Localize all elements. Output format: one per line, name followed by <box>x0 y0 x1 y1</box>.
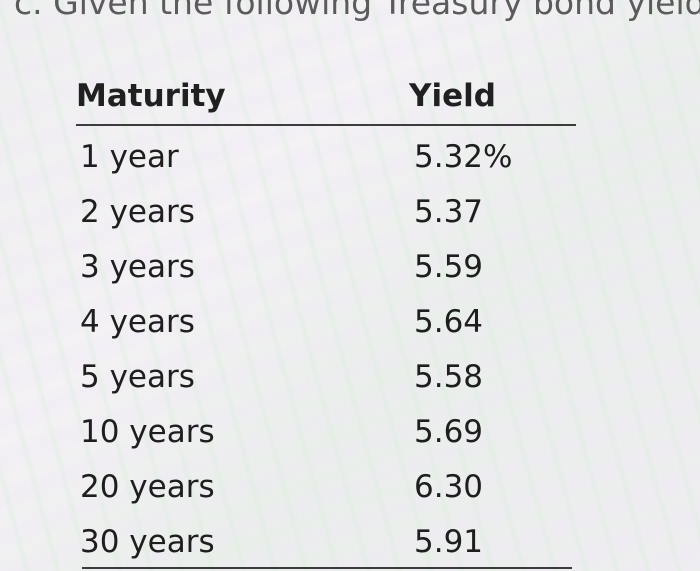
table-row: 3 years 5.59 <box>76 237 576 292</box>
table-row: 2 years 5.37 <box>76 182 576 237</box>
maturity-cell: 3 years <box>80 249 195 285</box>
yield-cell: 5.59 <box>414 249 484 285</box>
table-row: 1 year 5.32% <box>76 127 576 182</box>
yield-cell: 5.64 <box>414 304 484 340</box>
yield-cell: 6.30 <box>414 469 484 505</box>
table-row: 30 years 5.91 <box>76 512 576 567</box>
yield-cell: 5.37 <box>414 194 484 230</box>
table-body: 1 year 5.32% 2 years 5.37 3 years 5.59 4… <box>76 127 576 567</box>
maturity-cell: 5 years <box>80 359 195 395</box>
yield-table: Maturity Yield 1 year 5.32% 2 years 5.37… <box>76 70 576 569</box>
yield-cell: 5.91 <box>414 524 484 560</box>
table-row: 20 years 6.30 <box>76 457 576 512</box>
table-bottom-divider <box>82 567 572 569</box>
table-header: Maturity Yield <box>76 70 576 124</box>
maturity-cell: 2 years <box>80 194 195 230</box>
header-divider <box>76 124 576 126</box>
maturity-column-header: Maturity <box>76 78 226 114</box>
yield-cell: 5.69 <box>414 414 484 450</box>
yield-column-header: Yield <box>409 78 496 114</box>
table-row: 4 years 5.64 <box>76 292 576 347</box>
maturity-cell: 20 years <box>80 469 215 505</box>
table-row: 5 years 5.58 <box>76 347 576 402</box>
maturity-cell: 30 years <box>80 524 215 560</box>
maturity-cell: 1 year <box>80 139 179 175</box>
maturity-cell: 10 years <box>80 414 215 450</box>
maturity-cell: 4 years <box>80 304 195 340</box>
question-heading: c. Given the following Treasury bond yie… <box>14 0 700 22</box>
yield-cell: 5.58 <box>414 359 484 395</box>
table-row: 10 years 5.69 <box>76 402 576 457</box>
yield-cell: 5.32% <box>414 139 513 175</box>
